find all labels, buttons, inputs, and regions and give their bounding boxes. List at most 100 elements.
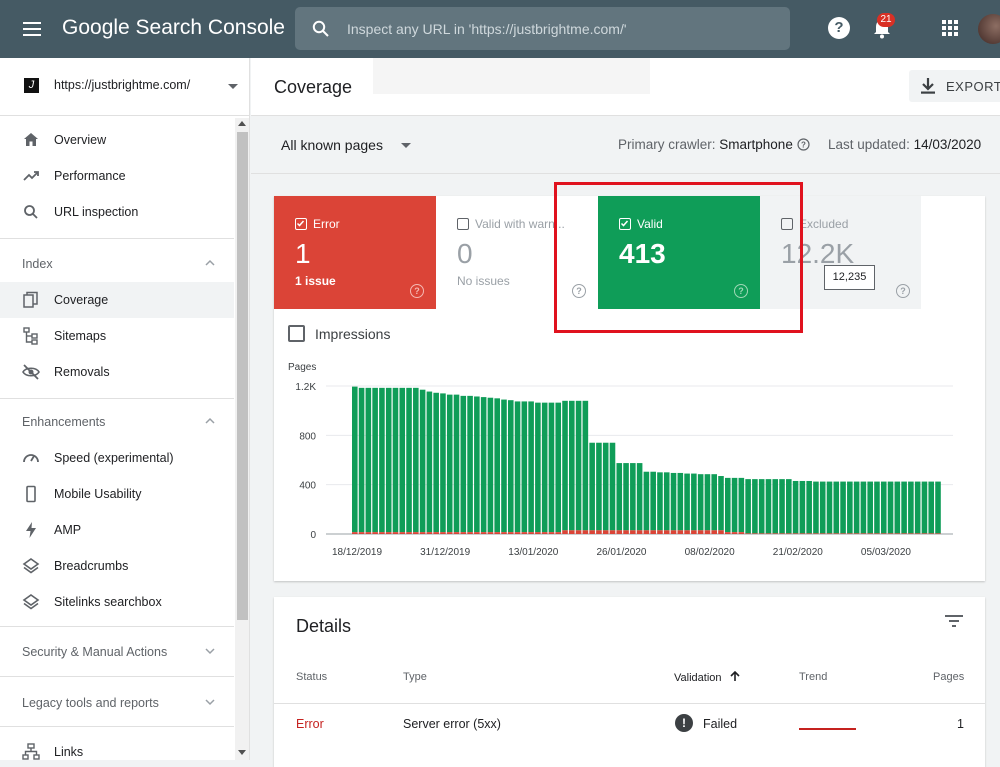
error-icon: !	[675, 714, 693, 732]
section-index[interactable]: Index	[0, 246, 234, 282]
apps-icon[interactable]	[942, 20, 958, 36]
checkbox-checked-icon[interactable]	[295, 218, 307, 230]
trend-sparkline	[799, 728, 856, 730]
chart-bar-valid	[487, 397, 494, 533]
section-legacy-tools[interactable]: Legacy tools and reports	[0, 685, 234, 721]
sitemap-icon	[23, 327, 38, 345]
chart-bar-valid	[779, 479, 785, 534]
chart-bar-error	[596, 530, 602, 534]
help-outline-icon[interactable]: ?	[896, 284, 910, 298]
chart-x-tick-label: 08/02/2020	[685, 547, 735, 558]
sidebar-item-speed[interactable]: Speed (experimental)	[0, 440, 234, 476]
property-selector[interactable]: J https://justbrightme.com/	[0, 58, 249, 116]
sidebar-item-sitelinks-searchbox[interactable]: Sitelinks searchbox	[0, 584, 234, 620]
chart-bar-error	[589, 530, 595, 534]
column-header-type[interactable]: Type	[403, 671, 427, 683]
chart-bar-valid	[562, 400, 568, 531]
sidebar-item-overview[interactable]: Overview	[0, 122, 234, 158]
chart-bar-valid	[413, 387, 419, 533]
chart-bar-valid	[643, 471, 650, 531]
chart-bar-valid	[650, 471, 656, 531]
chart-bar-error	[860, 533, 867, 534]
chart-bar-error	[358, 532, 365, 534]
tile-valid-with-warnings[interactable]: Valid with warn... 0 No issues ?	[436, 196, 598, 309]
url-inspect-search[interactable]	[295, 7, 790, 50]
chart-y-tick-label: 800	[299, 431, 316, 442]
tile-error[interactable]: Error 1 1 issue ?	[274, 196, 436, 309]
export-button[interactable]: EXPORT	[909, 70, 1000, 102]
help-icon[interactable]: ?	[828, 17, 850, 39]
chart-bar-error	[894, 533, 901, 534]
tile-valid[interactable]: Valid 413 ?	[598, 196, 760, 309]
chart-bar-valid	[379, 387, 385, 533]
eye-off-icon	[22, 364, 40, 380]
chart-bar-valid	[521, 401, 528, 533]
chart-bar-valid	[535, 402, 541, 533]
sidebar-item-label: URL inspection	[54, 205, 139, 219]
checkbox-checked-icon[interactable]	[619, 218, 631, 230]
help-outline-icon[interactable]: ?	[572, 284, 586, 298]
chart-bar-error	[731, 532, 738, 534]
coverage-card: Error 1 1 issue ? Valid with warn... 0 N…	[274, 196, 985, 581]
chart-bar-error	[514, 532, 521, 534]
chart-bar-error	[921, 533, 928, 534]
chart-bar-valid	[840, 481, 846, 534]
last-updated: Last updated: 14/03/2020	[828, 137, 981, 152]
sidebar-item-amp[interactable]: AMP	[0, 512, 234, 548]
chart-bar-valid	[887, 481, 894, 534]
sidebar-item-label: Overview	[54, 133, 107, 147]
sidebar-item-mobile-usability[interactable]: Mobile Usability	[0, 476, 234, 512]
sidebar-item-performance[interactable]: Performance	[0, 158, 234, 194]
scroll-up-arrow-icon[interactable]	[238, 121, 246, 126]
chart-bar-valid	[623, 463, 629, 531]
coverage-chart: Pages 1.2K 800 400 0 18/12/2019 31/12/2019 13/0…	[288, 362, 953, 558]
help-outline-icon[interactable]: ?	[734, 284, 748, 298]
chevron-up-icon	[205, 259, 215, 266]
chart-bar-valid	[352, 386, 358, 533]
help-outline-icon[interactable]: ?	[796, 138, 810, 151]
column-header-pages[interactable]: Pages	[933, 671, 965, 683]
menu-icon[interactable]	[22, 19, 42, 39]
tile-value: 12.2K	[781, 238, 855, 269]
section-security-manual-actions[interactable]: Security & Manual Actions	[0, 634, 234, 670]
filter-icon[interactable]	[945, 614, 963, 628]
scroll-thumb[interactable]	[237, 132, 248, 620]
sidebar-item-url-inspection[interactable]: URL inspection	[0, 194, 234, 230]
sidebar-item-coverage[interactable]: Coverage	[0, 282, 234, 318]
checkbox-unchecked-icon[interactable]	[457, 218, 469, 230]
app-logo[interactable]: Google Search Console	[62, 16, 285, 39]
impressions-checkbox[interactable]	[288, 325, 305, 342]
tile-excluded[interactable]: Excluded 12.2K ?	[760, 196, 921, 309]
chart-bar-error	[602, 530, 609, 534]
chart-bar-error	[691, 530, 697, 534]
top-bar: Google Search Console ? 21	[0, 0, 1000, 58]
column-header-status[interactable]: Status	[296, 671, 328, 683]
pages-filter-select[interactable]: All known pages	[281, 137, 383, 153]
sidebar-divider	[0, 726, 234, 727]
section-enhancements[interactable]: Enhancements	[0, 404, 234, 440]
sidebar-scrollbar[interactable]	[235, 118, 249, 760]
sidebar-item-breadcrumbs[interactable]: Breadcrumbs	[0, 548, 234, 584]
help-outline-icon[interactable]: ?	[410, 284, 424, 298]
url-inspect-input[interactable]	[347, 7, 777, 50]
chart-bar-valid	[758, 479, 765, 534]
column-header-validation[interactable]: Validation	[674, 670, 740, 684]
checkbox-unchecked-icon[interactable]	[781, 218, 793, 230]
crawler-label: Primary crawler:	[618, 137, 716, 152]
chart-bar-valid	[677, 472, 684, 531]
chart-bar-valid	[555, 402, 562, 533]
ghost-toast	[373, 58, 650, 94]
chart-bar-error	[752, 533, 758, 534]
chart-bar-valid	[874, 481, 880, 534]
chart-bar-error	[847, 533, 853, 534]
sidebar-item-removals[interactable]: Removals	[0, 354, 234, 390]
sidebar-item-sitemaps[interactable]: Sitemaps	[0, 318, 234, 354]
dropdown-arrow-icon[interactable]	[401, 143, 411, 148]
avatar[interactable]	[978, 14, 1000, 44]
column-header-trend[interactable]: Trend	[799, 671, 828, 683]
chart-bar-error	[453, 532, 460, 534]
scroll-down-arrow-icon[interactable]	[238, 750, 246, 755]
arrow-up-icon	[729, 670, 740, 681]
chart-bar-valid	[541, 402, 548, 533]
sidebar-item-links[interactable]: Links	[0, 734, 234, 760]
